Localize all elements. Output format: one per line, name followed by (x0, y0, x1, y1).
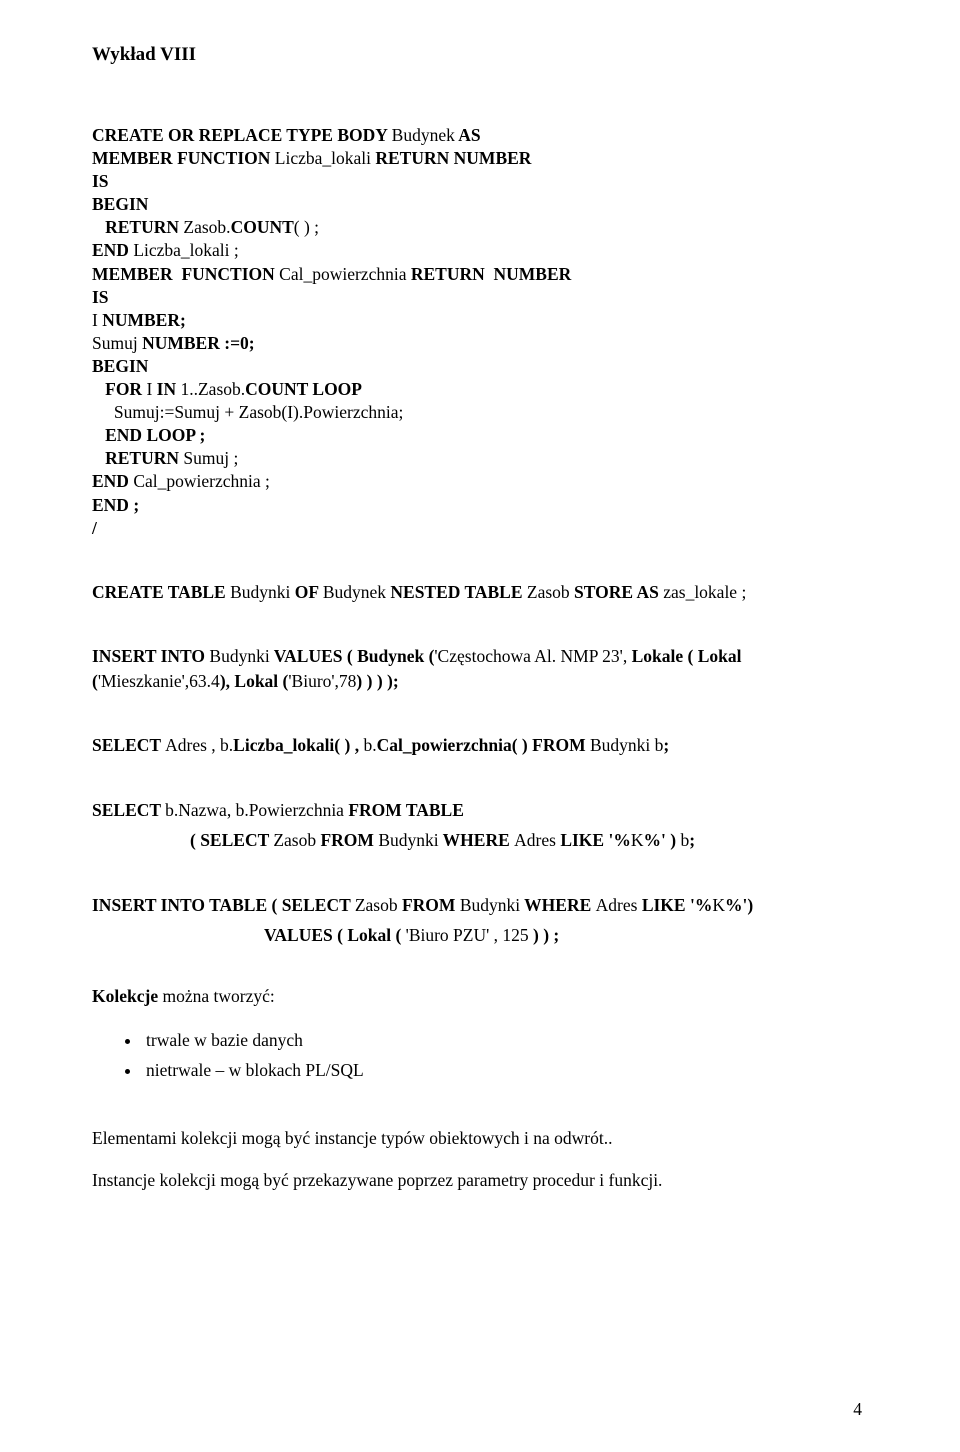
page-title: Wykład VIII (92, 44, 868, 66)
code-line: INSERT INTO TABLE ( SELECT Zasob FROM Bu… (92, 893, 868, 918)
code-insert-budynki: INSERT INTO Budynki VALUES ( Budynek ('C… (92, 644, 868, 693)
code-select-adres: SELECT Adres , b.Liczba_lokali( ) , b.Ca… (92, 733, 868, 758)
code-create-table: CREATE TABLE Budynki OF Budynek NESTED T… (92, 580, 868, 605)
page-number: 4 (853, 1399, 862, 1420)
code-insert-into-table: INSERT INTO TABLE ( SELECT Zasob FROM Bu… (92, 893, 868, 948)
list-item: trwale w bazie danych (142, 1026, 868, 1056)
page: Wykład VIII CREATE OR REPLACE TYPE BODY … (0, 0, 960, 1452)
list-item: nietrwale – w blokach PL/SQL (142, 1056, 868, 1086)
code-block-type-body: CREATE OR REPLACE TYPE BODY Budynek AS M… (92, 124, 868, 540)
tail-para-1: Elementami kolekcji mogą być instancje t… (92, 1126, 868, 1151)
code-line: SELECT b.Nazwa, b.Powierzchnia FROM TABL… (92, 798, 868, 823)
code-select-table: SELECT b.Nazwa, b.Powierzchnia FROM TABL… (92, 798, 868, 853)
code-line: VALUES ( Lokal ( 'Biuro PZU' , 125 ) ) ; (92, 923, 868, 948)
kolekcje-bullets: trwale w bazie danych nietrwale – w blok… (92, 1026, 868, 1086)
code-line: ( SELECT Zasob FROM Budynki WHERE Adres … (92, 828, 868, 853)
tail-para-2: Instancje kolekcji mogą być przekazywane… (92, 1168, 868, 1193)
kolekcje-lead: Kolekcje można tworzyć: (92, 984, 868, 1009)
